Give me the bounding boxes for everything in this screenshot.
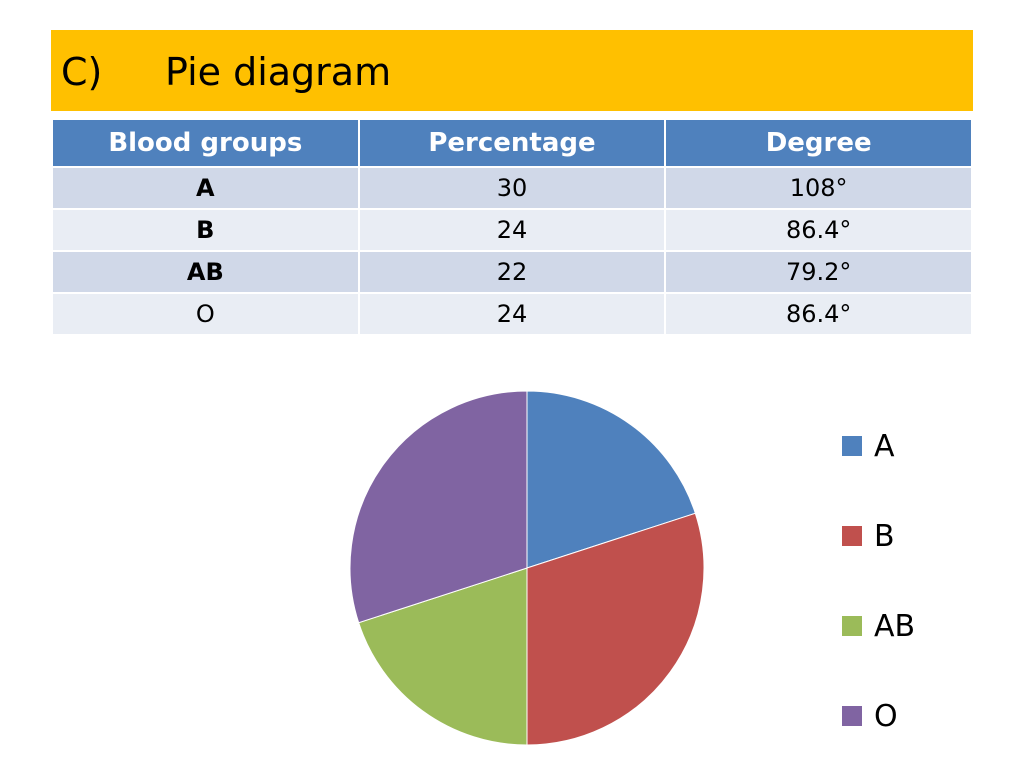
pie-slices bbox=[349, 390, 705, 746]
title-bar: C) Pie diagram bbox=[51, 30, 973, 111]
cell-degree: 108° bbox=[664, 166, 973, 210]
cell-group: O bbox=[51, 292, 360, 336]
cell-percentage: 30 bbox=[357, 166, 667, 210]
table-row: AB 22 79.2° bbox=[51, 250, 973, 294]
pie-slice-ab bbox=[358, 567, 528, 746]
cell-degree: 86.4° bbox=[664, 208, 973, 252]
cell-percentage: 22 bbox=[357, 250, 667, 294]
table-row: O 24 86.4° bbox=[51, 292, 973, 336]
legend-swatch-b bbox=[842, 526, 862, 546]
cell-degree: 79.2° bbox=[664, 250, 973, 294]
cell-group: A bbox=[51, 166, 360, 210]
column-header-percentage: Percentage bbox=[357, 118, 667, 168]
pie-slice-a bbox=[526, 390, 696, 569]
cell-percentage: 24 bbox=[357, 208, 667, 252]
table-row: B 24 86.4° bbox=[51, 208, 973, 252]
blood-group-table: Blood groups Percentage Degree A 30 108°… bbox=[51, 118, 973, 336]
legend-label-a: A bbox=[874, 429, 895, 464]
legend-label-o: O bbox=[874, 699, 898, 734]
legend-swatch-ab bbox=[842, 616, 862, 636]
page-title: Pie diagram bbox=[165, 50, 392, 94]
table-row: A 30 108° bbox=[51, 166, 973, 210]
legend-label-b: B bbox=[874, 519, 895, 554]
pie-slice-b bbox=[526, 512, 705, 746]
cell-degree: 86.4° bbox=[664, 292, 973, 336]
cell-group: AB bbox=[51, 250, 360, 294]
column-header-blood-groups: Blood groups bbox=[51, 118, 360, 168]
legend-label-ab: AB bbox=[874, 609, 915, 644]
column-header-degree: Degree bbox=[664, 118, 973, 168]
table-header-row: Blood groups Percentage Degree bbox=[51, 118, 973, 168]
legend-swatch-a bbox=[842, 436, 862, 456]
cell-percentage: 24 bbox=[357, 292, 667, 336]
legend-swatch-o bbox=[842, 706, 862, 726]
pie-slice-o bbox=[349, 390, 528, 624]
section-letter: C) bbox=[61, 50, 103, 94]
cell-group: B bbox=[51, 208, 360, 252]
